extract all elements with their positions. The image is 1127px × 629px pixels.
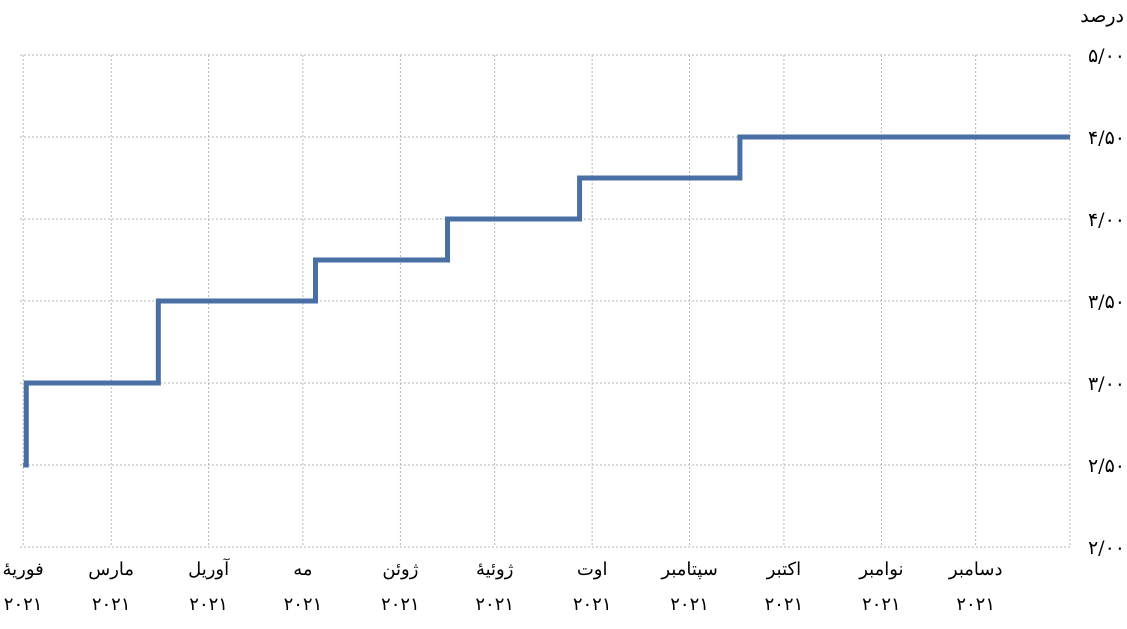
y-tick-label: ۳/۵۰ [1088,291,1125,313]
grid [20,54,1071,548]
y-axis-label: درصد [1080,5,1124,27]
x-tick-year: ۲۰۲۱ [670,594,709,615]
y-tick-label: ۳/۰۰ [1088,373,1125,395]
x-tick-year: ۲۰۲۱ [189,594,228,615]
x-tick-label: ژوئن ۲۰۲۱ [381,559,420,615]
x-tick-year: ۲۰۲۱ [284,594,323,615]
y-axis-ticks: ۲/۰۰ ۲/۵۰ ۳/۰۰ ۳/۵۰ ۴/۰۰ ۴/۵۰ ۵/۰۰ [1088,45,1125,559]
x-tick-year: ۲۰۲۱ [862,594,901,615]
x-tick-year: ۲۰۲۱ [92,594,131,615]
y-tick-label: ۵/۰۰ [1088,45,1125,67]
series-line [23,134,1070,468]
x-tick-label: دسامبر ۲۰۲۱ [948,559,1003,615]
x-tick-month: آوریل [188,558,230,580]
y-tick-label: ۲/۵۰ [1088,455,1125,477]
x-tick-month: اوت [577,559,608,580]
x-tick-month: اکتبر [766,559,801,580]
y-tick-label: ۴/۵۰ [1088,127,1125,149]
x-tick-year: ۲۰۲۱ [956,594,995,615]
x-tick-label: اوت ۲۰۲۱ [573,559,612,615]
x-tick-label: مارس ۲۰۲۱ [88,559,134,615]
x-tick-month: مه [293,559,312,580]
x-tick-label: اکتبر ۲۰۲۱ [765,559,804,615]
x-tick-year: ۲۰۲۱ [573,594,612,615]
x-tick-label: سپتامبر ۲۰۲۱ [660,559,717,615]
x-tick-month: نوامبر [858,559,903,580]
x-tick-month: ژوئیهٔ [476,559,513,580]
x-tick-label: نوامبر ۲۰۲۱ [858,559,903,615]
x-axis-ticks: فوریهٔ ۲۰۲۱ مارس ۲۰۲۱ آوریل ۲۰۲۱ مه ۲۰۲۱ ژوئن ۲۰۲… [3,558,1003,615]
x-tick-year: ۲۰۲۱ [381,594,420,615]
x-tick-label: آوریل ۲۰۲۱ [188,558,230,615]
y-tick-label: ۲/۰۰ [1088,537,1125,559]
x-tick-month: ژوئن [382,559,418,580]
x-tick-month: فوریهٔ [3,559,44,580]
x-tick-month: سپتامبر [660,559,717,580]
y-tick-label: ۴/۰۰ [1088,209,1125,231]
x-tick-year: ۲۰۲۱ [765,594,804,615]
x-tick-label: فوریهٔ ۲۰۲۱ [3,559,44,615]
x-tick-month: دسامبر [948,559,1003,580]
series-layer [23,134,1070,468]
x-tick-month: مارس [88,559,134,580]
x-tick-year: ۲۰۲۱ [475,594,514,615]
x-tick-label: ژوئیهٔ ۲۰۲۱ [475,559,514,615]
x-tick-year: ۲۰۲۱ [4,594,43,615]
x-tick-label: مه ۲۰۲۱ [284,559,323,615]
